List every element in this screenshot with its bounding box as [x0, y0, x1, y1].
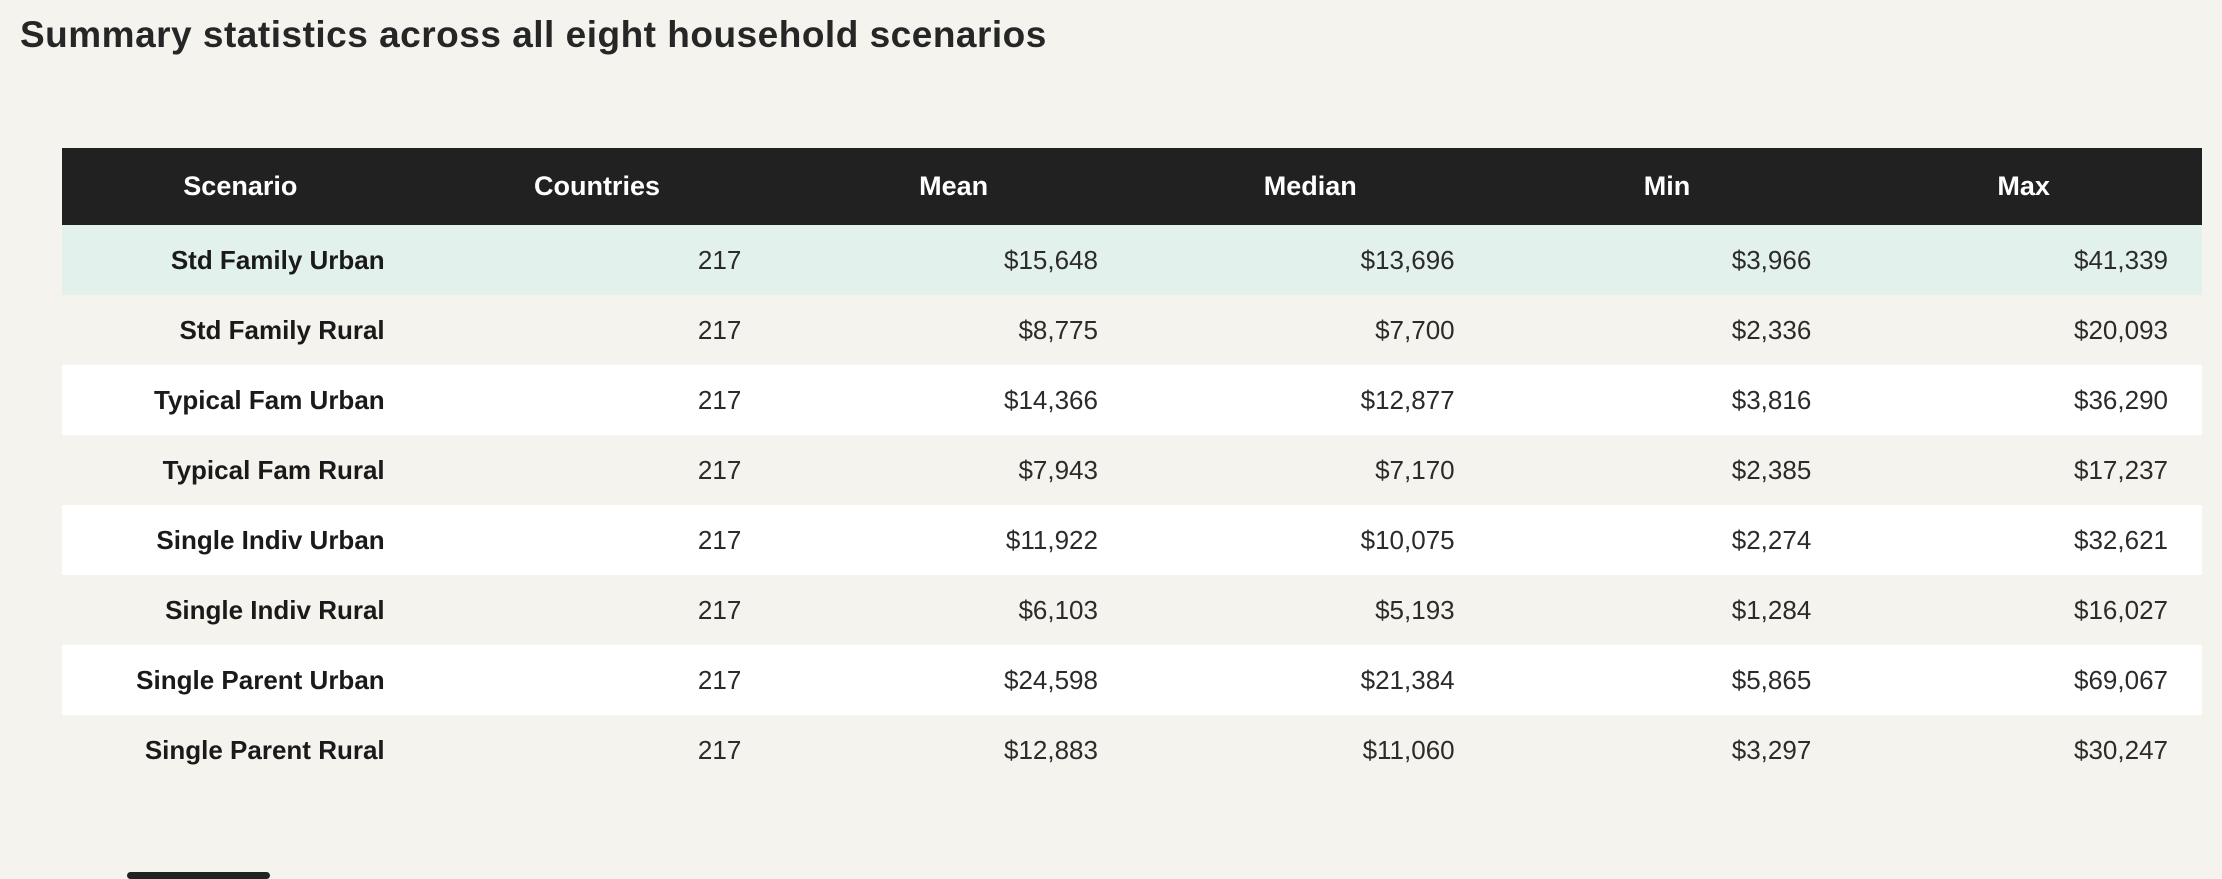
mean-cell: $24,598: [1003, 664, 1098, 695]
horizontal-scrollbar-thumb[interactable]: [127, 872, 270, 879]
mean-cell: $14,366: [1003, 384, 1098, 415]
table-row: Typical Fam Urban 217 $14,366 $12,877 $3,816…: [62, 365, 2202, 435]
scenario-cell: Std Family Urban: [170, 244, 385, 275]
scenario-cell: Single Parent Rural: [144, 734, 385, 765]
median-cell: $7,170: [1375, 454, 1455, 485]
scenario-cell: Typical Fam Urban: [153, 384, 385, 415]
table-row: Single Indiv Urban 217 $11,922 $10,075 $2,27…: [62, 505, 2202, 575]
median-cell: $21,384: [1360, 664, 1455, 695]
countries-cell: 217: [697, 314, 742, 345]
mean-cell: $12,883: [1003, 734, 1098, 765]
max-cell: $32,621: [2074, 524, 2168, 555]
median-cell: $12,877: [1360, 384, 1455, 415]
mean-cell: $7,943: [1018, 454, 1098, 485]
mean-cell: $6,103: [1018, 594, 1098, 625]
scenario-cell: Single Indiv Rural: [165, 594, 385, 625]
max-cell: $16,027: [2074, 594, 2168, 625]
data-table: Scenario Countries Mean Median Min Max S…: [62, 148, 2202, 785]
scenario-cell: Single Indiv Urban: [156, 524, 385, 555]
table-header: Scenario Countries Mean Median Min Max: [62, 148, 2202, 225]
min-cell: $2,274: [1731, 524, 1812, 555]
mean-cell: $15,648: [1003, 244, 1098, 275]
header-row: Scenario Countries Mean Median Min Max: [62, 148, 2202, 225]
median-cell: $10,075: [1360, 524, 1455, 555]
scenario-cell: Std Family Rural: [179, 314, 385, 345]
max-cell: $17,237: [2074, 454, 2168, 485]
countries-cell: 217: [697, 734, 742, 765]
table-row: Single Parent Urban 217 $24,598 $21,384 $5,8…: [62, 645, 2202, 715]
column-header-median: Median: [1131, 148, 1489, 225]
table-row: Single Indiv Rural 217 $6,103 $5,193 $1,284 $…: [62, 575, 2202, 645]
max-cell: $69,067: [2074, 664, 2168, 695]
scenario-cell: Typical Fam Rural: [162, 454, 385, 485]
countries-cell: 217: [697, 524, 742, 555]
mean-cell: $11,922: [1005, 524, 1098, 555]
table-row: Typical Fam Rural 217 $7,943 $7,170 $2,385 $1…: [62, 435, 2202, 505]
max-cell: $20,093: [2074, 314, 2168, 345]
min-cell: $3,297: [1731, 734, 1812, 765]
median-cell: $13,696: [1360, 244, 1455, 275]
column-header-max: Max: [1845, 148, 2202, 225]
column-header-min: Min: [1488, 148, 1846, 225]
min-cell: $2,336: [1731, 314, 1812, 345]
table-row: Std Family Rural 217 $8,775 $7,700 $2,336 $20…: [62, 295, 2202, 365]
column-header-mean: Mean: [775, 148, 1132, 225]
column-header-scenario: Scenario: [62, 148, 419, 225]
summary-statistics-table: Scenario Countries Mean Median Min Max S…: [62, 148, 2202, 785]
min-cell: $3,966: [1731, 244, 1812, 275]
min-cell: $5,865: [1731, 664, 1812, 695]
table-row: Single Parent Rural 217 $12,883 $11,060 $3,2…: [62, 715, 2202, 785]
table-body: Std Family Urban 217 $15,648 $13,696 $3,966 $…: [62, 225, 2202, 785]
median-cell: $5,193: [1375, 594, 1455, 625]
mean-cell: $8,775: [1018, 314, 1098, 345]
min-cell: $3,816: [1731, 384, 1812, 415]
median-cell: $11,060: [1362, 734, 1455, 765]
countries-cell: 217: [697, 454, 742, 485]
countries-cell: 217: [697, 664, 742, 695]
page-title: Summary statistics across all eight hous…: [20, 14, 1047, 55]
scenario-cell: Single Parent Urban: [136, 664, 385, 695]
table-row: Std Family Urban 217 $15,648 $13,696 $3,966 $…: [62, 225, 2202, 295]
max-cell: $41,339: [2074, 244, 2168, 275]
min-cell: $2,385: [1731, 454, 1812, 485]
median-cell: $7,700: [1375, 314, 1455, 345]
countries-cell: 217: [697, 384, 742, 415]
column-header-countries: Countries: [418, 148, 776, 225]
min-cell: $1,284: [1731, 594, 1812, 625]
countries-cell: 217: [697, 244, 742, 275]
max-cell: $30,247: [2074, 734, 2168, 765]
page: Summary statistics across all eight hous…: [20, 14, 2202, 879]
max-cell: $36,290: [2074, 384, 2168, 415]
countries-cell: 217: [697, 594, 742, 625]
